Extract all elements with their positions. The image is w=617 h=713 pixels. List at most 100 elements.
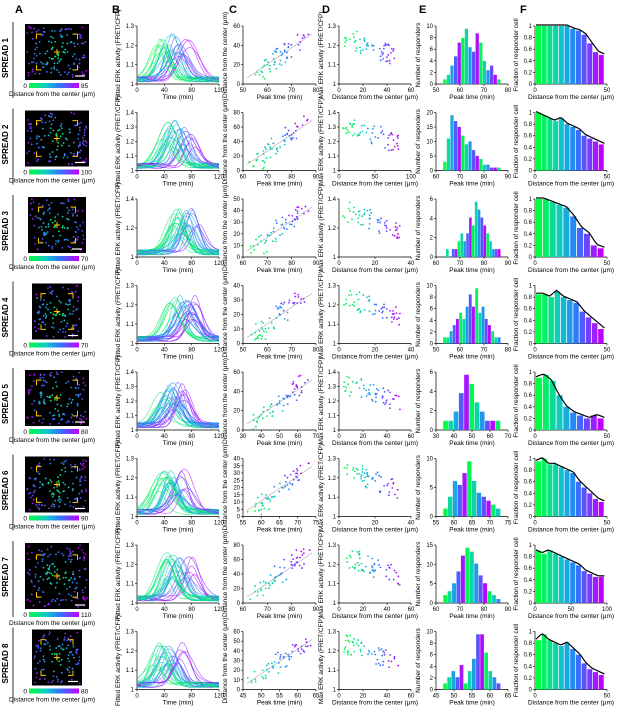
histogram-bar	[496, 508, 501, 517]
cell-dot	[62, 156, 65, 159]
cell-dot	[66, 239, 69, 241]
maxerk-scatter-xlabel: Distance from the center (μm)	[332, 94, 418, 101]
scatter-point	[294, 122, 297, 125]
scatter-point	[296, 476, 299, 479]
cell-dot	[83, 129, 86, 131]
scatter-point	[274, 576, 277, 578]
scatter-point	[250, 681, 253, 684]
fraction-chart-xtick-label: 0	[533, 607, 537, 613]
cell-dot	[58, 660, 61, 663]
maxerk-scatter-ytick-label: 1.1	[328, 668, 337, 674]
fraction-bar	[570, 648, 576, 690]
scatter-point	[264, 146, 266, 148]
cell-dot	[50, 505, 53, 508]
scatter-point	[273, 327, 276, 330]
scatter-point	[384, 403, 386, 406]
cell-dot	[52, 57, 54, 60]
cell-dot	[41, 228, 44, 231]
fraction-bar	[598, 144, 604, 171]
scatter-point	[299, 49, 301, 51]
cell-dot	[56, 403, 59, 406]
cell-dot	[68, 209, 70, 212]
scatter-point	[365, 389, 367, 392]
scatter-point	[387, 149, 390, 152]
cell-dot	[52, 335, 55, 338]
scatter-point	[265, 415, 268, 418]
traces-xtick-label: 80	[188, 348, 195, 354]
scatter-point	[348, 567, 351, 569]
scatter-point	[288, 134, 291, 137]
cell-dot	[38, 402, 40, 405]
fraction-chart-ytick-label: 0.2	[524, 243, 533, 249]
fraction-chart-ytick-label: 0.8	[524, 36, 533, 42]
cell-dot	[30, 551, 33, 554]
cell-dot	[72, 305, 75, 308]
cell-dot	[69, 298, 72, 301]
cell-dot	[52, 387, 54, 390]
scatter-point	[249, 598, 251, 601]
roi-corner	[36, 466, 42, 472]
fraction-bar	[587, 669, 593, 690]
cell-dot	[61, 202, 63, 204]
cell-dot	[73, 656, 75, 659]
cell-dot	[32, 604, 35, 607]
cell-dot	[75, 582, 78, 584]
histogram-bar	[489, 241, 492, 257]
cell-dot	[62, 576, 65, 579]
trace-line	[136, 301, 220, 340]
traces-ytick-label: 1.1	[126, 495, 135, 501]
scatter-point	[390, 52, 392, 54]
scatter-point	[398, 224, 401, 227]
colorbar-max: 100	[81, 170, 92, 177]
scatter-point	[270, 137, 273, 140]
scatter-point	[363, 213, 366, 216]
scatter-point	[269, 70, 272, 73]
scatter-point	[351, 134, 354, 137]
cell-dot	[47, 225, 50, 228]
responder-histogram-ytick-label: 10	[426, 562, 433, 568]
cell-dot	[70, 327, 73, 330]
fraction-chart-xtick-label: 50	[604, 521, 611, 527]
traces-xtick-label: 0	[135, 348, 139, 354]
scatter-point	[370, 140, 373, 143]
scatter-point	[296, 302, 299, 305]
cell-dot	[56, 148, 58, 151]
scatter-point	[297, 44, 300, 46]
histogram-bar	[493, 74, 497, 84]
scatter-point	[296, 472, 299, 475]
scatter-point	[368, 391, 371, 394]
maxerk-scatter-xtick-label: 40	[408, 348, 415, 354]
cell-dot	[42, 222, 45, 224]
scatter-point	[374, 136, 377, 138]
responder-histogram-ytick-label: 0	[430, 601, 434, 607]
cell-dot	[43, 643, 45, 646]
scatter-point	[273, 565, 276, 568]
scatter-point	[384, 146, 386, 149]
traces-xlabel: Time (min)	[163, 181, 194, 188]
scatter-point	[386, 316, 388, 319]
traces-ytick-label: 1.3	[126, 385, 135, 391]
fraction-bar	[570, 562, 576, 603]
scatter-point	[261, 335, 264, 338]
histogram-bar	[472, 150, 476, 171]
cell-dot	[54, 220, 57, 222]
cell-dot	[50, 48, 53, 50]
scatter-point	[345, 37, 347, 39]
fraction-chart-ytick-label: 0.2	[524, 157, 533, 163]
cell-dot	[56, 638, 59, 640]
traces-xtick-label: 120	[214, 607, 225, 613]
scatter-point	[358, 554, 361, 556]
cell-dot	[70, 552, 72, 554]
trace-line	[136, 382, 220, 428]
cell-dot	[42, 379, 45, 382]
roi-corner	[40, 293, 46, 299]
fraction-chart-ytick-label: 0.2	[524, 416, 533, 422]
fraction-chart-ytick-label: 0	[529, 688, 533, 694]
traces-xtick-label: 80	[188, 434, 195, 440]
cell-dot	[74, 394, 77, 396]
cell-dot	[29, 374, 31, 377]
cell-dot	[35, 676, 38, 679]
cell-dot	[82, 505, 85, 508]
scatter-point	[375, 303, 378, 306]
scatter-point	[347, 221, 349, 224]
